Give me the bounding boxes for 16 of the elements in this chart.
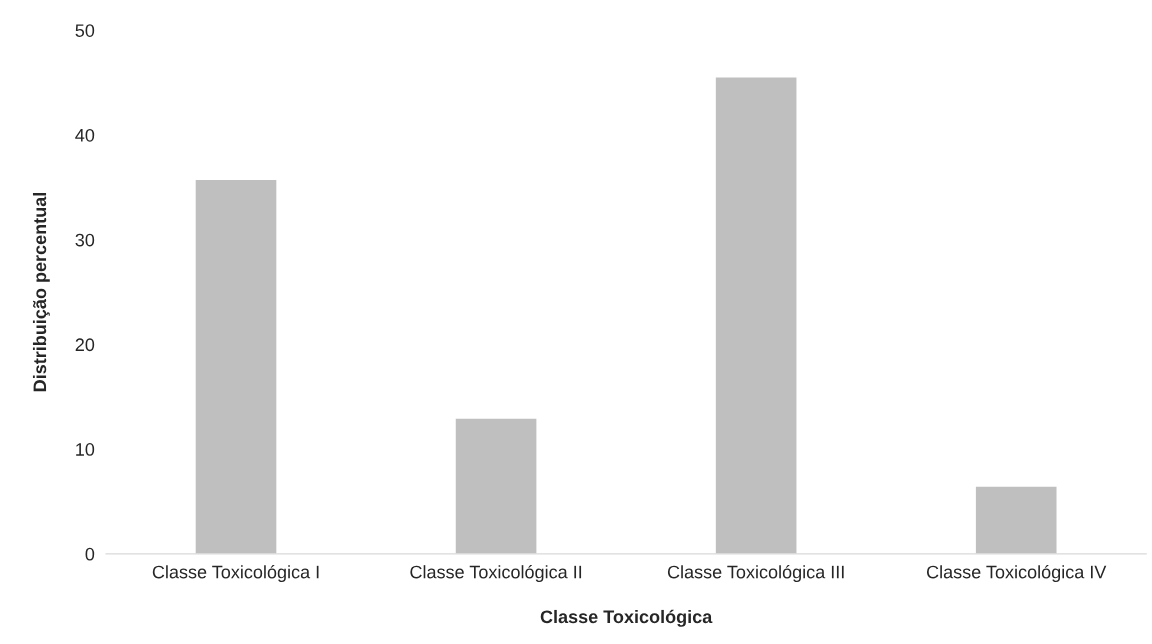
bar [455, 418, 537, 554]
x-axis-title: Classe Toxicológica [540, 609, 713, 627]
y-tick-label: 20 [75, 338, 95, 352]
x-tick-label: Classe Toxicológica I [152, 564, 319, 582]
bar [715, 77, 797, 554]
y-tick-label: 10 [76, 443, 95, 456]
x-tick-label: Classe Toxicológica III [667, 564, 844, 582]
y-tick-label: 30 [75, 233, 95, 247]
bar [975, 486, 1057, 554]
y-tick-label: 40 [75, 128, 95, 142]
y-tick-label: 50 [75, 24, 95, 37]
y-tick-label: 0 [85, 547, 95, 561]
x-tick-label: Classe Toxicológica II [410, 564, 582, 582]
y-axis-title: Distribuição percentual [32, 192, 50, 392]
x-tick-label: Classe Toxicológica IV [926, 564, 1107, 582]
bar [195, 180, 277, 554]
